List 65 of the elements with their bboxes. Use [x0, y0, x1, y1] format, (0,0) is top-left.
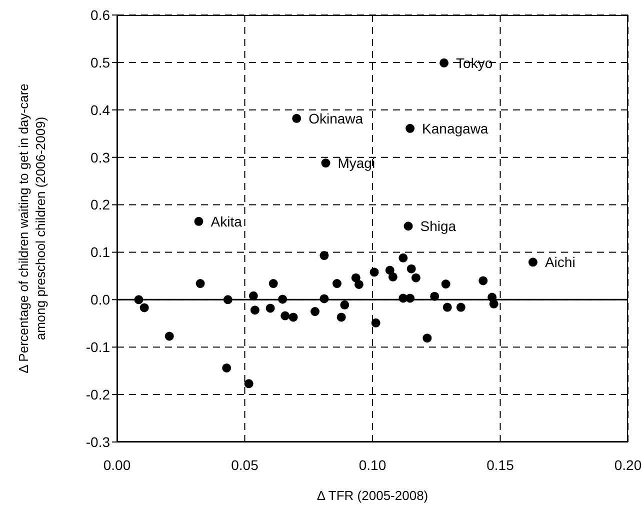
- x-tick-label: 0.00: [103, 456, 131, 473]
- annotation: Akita: [210, 213, 242, 230]
- annotation: Aichi: [544, 254, 576, 270]
- point: [320, 251, 329, 260]
- point: [336, 312, 346, 322]
- point: [404, 222, 413, 231]
- point: [528, 258, 538, 267]
- x-tick-label: 0.10: [358, 456, 386, 473]
- x-tick-label: 0.05: [231, 456, 259, 473]
- point: [280, 311, 290, 320]
- point: [440, 58, 449, 68]
- point: [196, 279, 205, 288]
- point: [332, 279, 342, 288]
- y-tick-label: 0.5: [90, 54, 110, 70]
- annotation: Myagi: [338, 155, 376, 172]
- annotation: Okinawa: [308, 110, 364, 126]
- point: [250, 306, 260, 315]
- point: [388, 272, 398, 282]
- point: [441, 280, 450, 289]
- y-tick-label: 0.2: [90, 196, 110, 213]
- y-tick-label: 0.6: [90, 6, 110, 23]
- y-tick-label: -0.2: [86, 386, 110, 403]
- point: [406, 124, 415, 133]
- point: [320, 294, 329, 304]
- point: [398, 253, 408, 262]
- point: [489, 299, 498, 308]
- point: [244, 379, 254, 388]
- point: [164, 332, 174, 341]
- point: [288, 312, 298, 322]
- point: [310, 307, 320, 316]
- point: [268, 279, 278, 288]
- y-axis-title: Δ Percentage of children waiting to get in day-care among preschool children (2006-2009): [16, 84, 48, 374]
- point: [478, 276, 488, 286]
- point: [248, 291, 258, 300]
- point: [140, 303, 149, 312]
- point: [370, 268, 379, 277]
- point: [194, 216, 204, 226]
- point: [406, 264, 416, 274]
- point: [422, 334, 432, 343]
- point: [266, 304, 275, 313]
- point: [134, 295, 144, 304]
- point: [340, 300, 350, 310]
- y-tick-label: -0.3: [86, 434, 110, 450]
- point: [442, 302, 452, 312]
- annotation: Kanagawa: [422, 120, 488, 136]
- point: [371, 318, 380, 328]
- y-tick-label: 0.4: [90, 102, 110, 118]
- annotation: Shiga: [420, 218, 456, 234]
- point: [411, 273, 420, 282]
- point: [321, 158, 330, 168]
- point: [456, 302, 466, 312]
- y-tick-label: -0.1: [86, 339, 110, 356]
- point: [222, 363, 232, 372]
- point: [292, 114, 302, 123]
- point: [406, 294, 415, 303]
- point: [278, 294, 288, 304]
- point: [354, 280, 364, 289]
- point: [223, 295, 232, 304]
- x-tick-label: 0.20: [614, 456, 642, 473]
- x-axis-title: Δ TFR (2005-2008): [316, 488, 428, 503]
- point: [430, 292, 440, 301]
- x-tick-label: 0.15: [486, 456, 514, 473]
- y-tick-label: 0.0: [90, 292, 110, 308]
- y-tick-label: 0.3: [90, 149, 110, 166]
- y-tick-label: 0.1: [90, 244, 110, 260]
